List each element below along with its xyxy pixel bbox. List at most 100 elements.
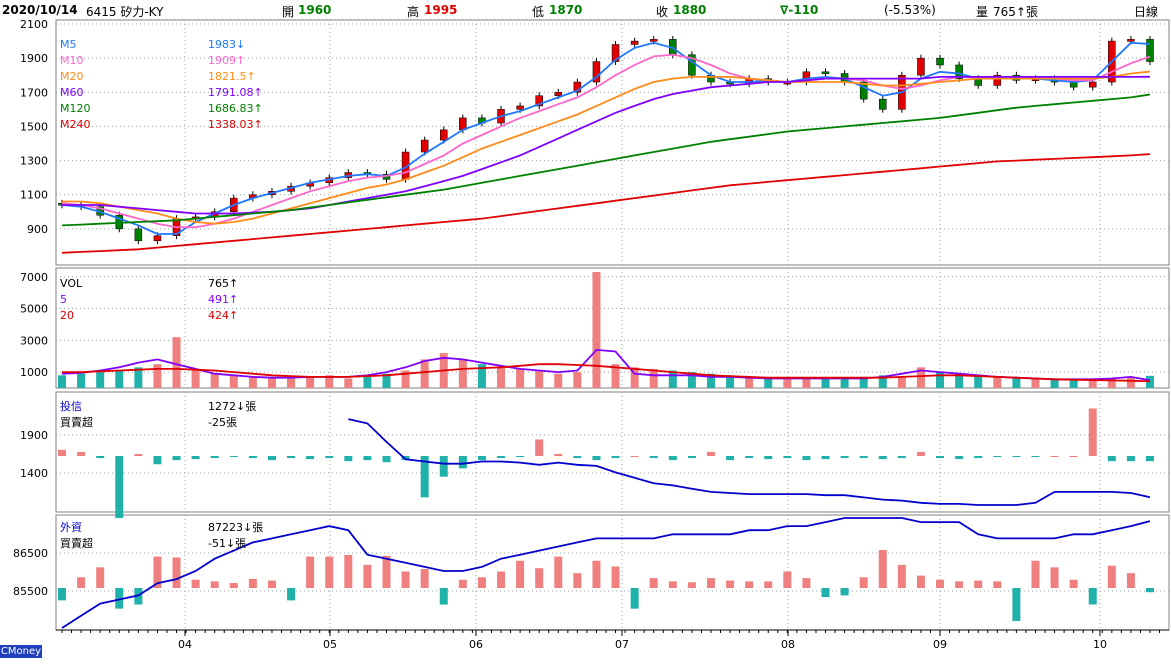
foreign-net-bar <box>420 569 429 588</box>
close-label: 收 <box>656 5 669 19</box>
volume-bar <box>516 368 525 388</box>
volume-bar <box>1069 379 1078 388</box>
candle <box>1127 39 1135 42</box>
foreign-net-bar <box>1031 560 1040 588</box>
candle <box>955 64 963 79</box>
foreign-net-bar <box>554 556 563 588</box>
foreign-net-bar <box>458 579 467 588</box>
volume-bar <box>58 375 66 388</box>
foreign-net-bar <box>325 556 334 588</box>
trust-net-bar <box>668 456 677 461</box>
volume-bar <box>611 364 620 388</box>
foreign-tick-label: 86500 <box>13 547 48 560</box>
trust-net-bar <box>229 456 238 458</box>
volume-bar <box>134 367 143 388</box>
candle <box>1146 39 1154 62</box>
price-tick-label: 1500 <box>20 120 48 133</box>
candle <box>936 57 944 66</box>
volume-bar <box>535 370 544 388</box>
volume-legend-name: 5 <box>60 293 67 306</box>
volume-bar <box>764 377 773 388</box>
trust-net-bar <box>878 456 887 460</box>
legend-name: M240 <box>60 118 91 131</box>
foreign-net-bar <box>115 588 124 609</box>
trust-panel-frame <box>55 391 1170 513</box>
legend-value: 1686.83↑ <box>208 102 263 115</box>
trust-net-bar <box>783 456 792 459</box>
foreign-net-bar <box>687 582 696 588</box>
volume-legend-name: 20 <box>60 309 74 322</box>
trust-net-bar <box>1050 456 1059 457</box>
foreign-tick-label: 85500 <box>13 585 48 598</box>
volume-legend-value: 765↑ <box>208 277 238 290</box>
trust-net-bar <box>96 456 105 459</box>
trust-net-bar <box>420 456 429 498</box>
volume-bar <box>955 373 964 388</box>
volume-bar <box>172 337 181 388</box>
foreign-net-bar <box>516 560 525 588</box>
trust-net-bar <box>1146 456 1154 462</box>
volume-legend-value: 491↑ <box>208 293 238 306</box>
trust-tick-label: 1900 <box>20 429 48 442</box>
foreign-label: 外資 <box>60 521 82 534</box>
trust-net-bar <box>477 456 486 461</box>
volume-bar <box>573 372 582 388</box>
volume-bar <box>1050 378 1059 388</box>
period-label[interactable]: 日線 <box>1134 5 1159 19</box>
trust-net-bar <box>649 456 658 459</box>
trust-holding-line <box>348 418 1151 506</box>
foreign-net-value: -51↓張 <box>208 537 246 550</box>
volume-bar <box>783 378 792 388</box>
volume-bar <box>497 367 506 388</box>
foreign-net-bar <box>630 588 639 609</box>
foreign-net-bar <box>287 588 296 601</box>
ma-line-m240 <box>61 153 1151 254</box>
trust-net-bar <box>287 456 296 459</box>
trust-label: 投信 <box>60 399 82 413</box>
volume-bar <box>153 364 162 388</box>
quote-date: 2020/10/14 <box>2 3 78 17</box>
trust-net-bar <box>363 456 372 461</box>
ma-line-m120 <box>61 93 1151 227</box>
foreign-net-bar <box>1069 579 1078 588</box>
legend-value: 1821.5↑ <box>208 70 256 83</box>
trust-net-bar <box>153 456 162 465</box>
legend-name: M60 <box>60 86 84 99</box>
trust-net-bar <box>955 456 964 460</box>
volume-bar <box>382 373 391 388</box>
foreign-net-bar <box>477 577 486 588</box>
trust-net-value: -25張 <box>208 416 237 429</box>
foreign-net-bar <box>248 578 257 588</box>
volume-value: 765↑張 <box>993 5 1038 19</box>
trust-net-bar <box>1031 456 1040 458</box>
trust-net-bar <box>58 449 66 456</box>
volume-bar <box>706 373 715 388</box>
stock-name: 6415 矽力-KY <box>86 5 164 19</box>
price-tick-label: 900 <box>27 223 48 236</box>
quote-header: 2020/10/14 6415 矽力-KY 開 1960 高 1995 低 18… <box>0 0 1171 20</box>
volume-bar <box>668 370 677 388</box>
foreign-net-bar <box>916 575 925 588</box>
date-tick-label: 05 <box>323 638 337 651</box>
volume-bar <box>458 359 467 388</box>
foreign-net-bar <box>153 556 162 588</box>
volume-bar <box>96 372 105 388</box>
foreign-net-bar <box>267 580 276 588</box>
foreign-net-bar <box>172 557 181 588</box>
trust-net-bar <box>687 456 696 459</box>
trust-net-bar <box>248 456 257 459</box>
trust-net-bar <box>439 456 448 477</box>
trust-net-bar <box>1012 456 1021 458</box>
foreign-net-bar <box>306 556 315 588</box>
volume-bar <box>248 376 257 388</box>
trust-net-bar <box>611 456 620 459</box>
foreign-net-bar <box>229 583 238 588</box>
trust-net-bar <box>306 456 315 460</box>
trust-net-bar <box>936 456 945 459</box>
candle <box>859 81 868 100</box>
volume-bar <box>745 376 754 388</box>
price-tick-label: 2100 <box>20 18 48 31</box>
volume-bar <box>325 375 334 388</box>
candle <box>630 40 639 45</box>
